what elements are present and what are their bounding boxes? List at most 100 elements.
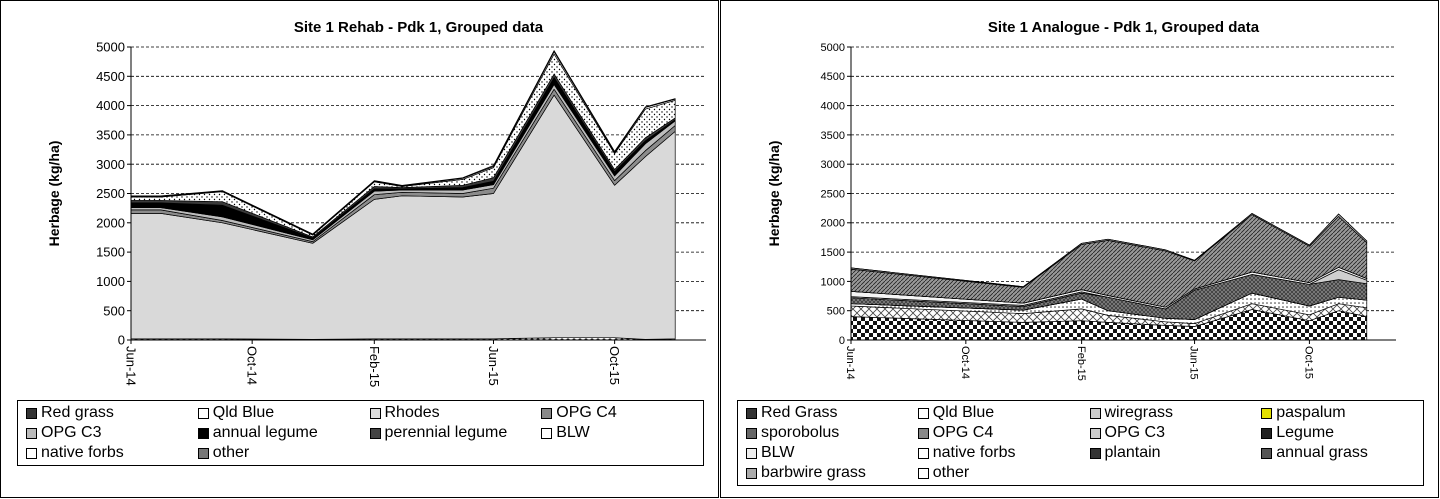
rehab-chart-legend: Red grass Qld Blue Rhodes OPG C4 OPG C3 annua… [17, 400, 704, 466]
legend-swatch [746, 447, 757, 459]
x-tick-labels: Jun-14 Oct-14 Feb-15 Jun-15 Oct-15 [844, 340, 1315, 381]
legend-swatch [541, 427, 553, 439]
x-tick-label: Jun-14 [844, 346, 856, 380]
legend-label: other [212, 444, 250, 461]
legend-label: wiregrass [1104, 404, 1173, 421]
y-tick-label: 4500 [821, 71, 845, 83]
x-tick-label: Oct-14 [959, 346, 971, 379]
rehab-chart-panel: Site 1 Rehab - Pdk 1, Grouped data 0 500 10… [0, 0, 719, 498]
legend-label: plantain [1104, 444, 1161, 461]
legend-swatch [1089, 407, 1101, 419]
legend-swatch [1261, 427, 1273, 439]
x-tick-label: Oct-15 [1303, 346, 1315, 379]
legend-label: OPG C3 [1104, 424, 1165, 441]
legend-swatch [1261, 407, 1273, 419]
legend-swatch [746, 427, 757, 439]
legend-label: native forbs [41, 444, 124, 461]
area-other [850, 213, 1368, 288]
analogue-chart-legend: Red Grass Qld Blue wiregrass paspalum sporob… [737, 400, 1424, 486]
y-tick-label: 2000 [96, 215, 125, 230]
legend-item: OPG C4 [917, 423, 994, 443]
legend-swatch [1089, 427, 1101, 439]
legend-label: Legume [1276, 424, 1335, 441]
legend-label: annual grass [1276, 444, 1368, 461]
legend-swatch [917, 467, 929, 479]
legend-label: annual legume [212, 424, 318, 441]
legend-swatch [26, 407, 37, 419]
legend-label: Red grass [41, 404, 114, 421]
y-tick-label: 0 [839, 335, 845, 347]
legend-label: OPG C3 [41, 424, 102, 441]
legend-item: Legume [1261, 423, 1334, 443]
x-tick-label: Jun-14 [123, 346, 138, 386]
legend-label: paspalum [1276, 404, 1346, 421]
y-tick-labels: 0 500 1000 1500 2000 2500 3000 3500 4000 4500 5000 [821, 42, 851, 347]
legend-swatch [917, 407, 929, 419]
legend-swatch [917, 427, 929, 439]
y-tick-label: 1500 [96, 245, 125, 260]
legend-swatch [26, 427, 37, 439]
analogue-chart-panel: Site 1 Analogue - Pdk 1, Grouped data 0 50… [720, 0, 1439, 498]
legend-label: Red Grass [761, 404, 838, 421]
y-tick-label: 1000 [96, 274, 125, 289]
legend-swatch [197, 427, 209, 439]
stacked-areas [130, 50, 676, 341]
chart-title: Site 1 Analogue - Pdk 1, Grouped data [988, 19, 1260, 36]
area-other [130, 50, 676, 235]
legend-item: annual legume [197, 423, 318, 443]
y-tick-label: 4000 [821, 100, 845, 112]
y-tick-label: 4500 [96, 69, 125, 84]
x-tick-labels: Jun-14 Oct-14 Feb-15 Jun-15 Oct-15 [123, 340, 622, 387]
legend-item: wiregrass [1089, 403, 1173, 423]
legend-label: OPG C4 [556, 404, 617, 421]
y-tick-label: 0 [118, 333, 125, 348]
legend-item: Qld Blue [917, 403, 995, 423]
legend-label: native forbs [932, 444, 1016, 461]
legend-item: plantain [1089, 443, 1161, 463]
y-tick-label: 500 [827, 306, 845, 318]
stacked-areas [850, 213, 1368, 341]
legend-label: sporobolus [761, 424, 840, 441]
x-tick-label: Oct-15 [607, 346, 622, 385]
legend-item: barbwire grass [746, 463, 866, 483]
x-tick-label: Feb-15 [1075, 346, 1087, 381]
legend-item: Red grass [26, 403, 114, 423]
y-tick-label: 1000 [821, 276, 845, 288]
y-tick-label: 1500 [821, 247, 845, 259]
legend-item: other [917, 463, 969, 483]
y-tick-label: 3000 [821, 159, 845, 171]
x-tick-label: Jun-15 [1188, 346, 1200, 380]
legend-item: perennial legume [369, 423, 508, 443]
legend-label: BLW [556, 424, 590, 441]
legend-label: BLW [761, 444, 795, 461]
x-tick-label: Jun-15 [486, 346, 501, 386]
legend-label: barbwire grass [761, 464, 866, 481]
legend-swatch [1261, 447, 1273, 459]
legend-item: OPG C3 [1089, 423, 1165, 443]
y-tick-label: 2500 [96, 186, 125, 201]
legend-swatch [197, 407, 209, 419]
legend-label: perennial legume [384, 424, 508, 441]
y-tick-labels: 0 500 1000 1500 2000 2500 3000 3500 4000 4500 5000 [96, 40, 131, 348]
y-tick-label: 3000 [96, 157, 125, 172]
legend-item: OPG C3 [26, 423, 101, 443]
legend-swatch [369, 427, 381, 439]
legend-swatch [1089, 447, 1101, 459]
legend-swatch [197, 447, 209, 459]
legend-label: Qld Blue [932, 404, 995, 421]
y-tick-label: 500 [103, 303, 125, 318]
legend-item: OPG C4 [541, 403, 617, 423]
y-tick-label: 3500 [821, 130, 845, 142]
legend-swatch [746, 407, 757, 419]
legend-label: OPG C4 [932, 424, 994, 441]
y-axis-label: Herbage (kg/ha) [766, 141, 782, 247]
legend-swatch [26, 447, 37, 459]
legend-swatch [369, 407, 381, 419]
analogue-area-chart: Site 1 Analogue - Pdk 1, Grouped data 0 50… [766, 19, 1396, 381]
y-axis-label: Herbage (kg/ha) [46, 141, 62, 247]
legend-swatch [746, 467, 757, 479]
legend-item: native forbs [26, 443, 124, 463]
x-tick-label: Feb-15 [367, 346, 382, 387]
legend-label: Rhodes [384, 404, 440, 421]
legend-swatch [541, 407, 553, 419]
